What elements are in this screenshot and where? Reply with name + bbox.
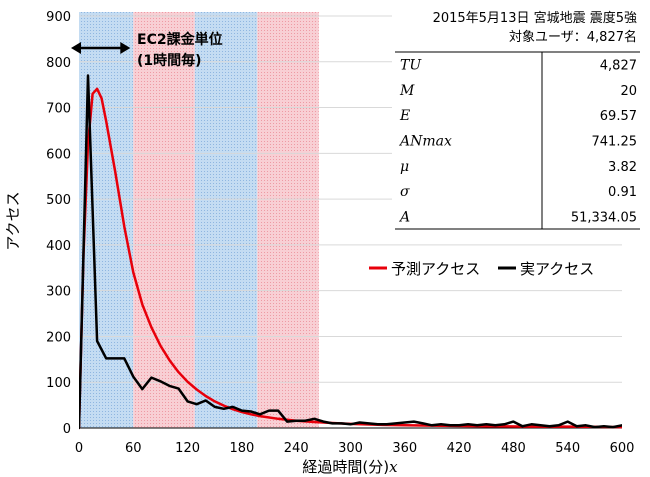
y-tick-200: 200 <box>46 330 71 345</box>
param-value-3: 69.57 <box>600 109 637 124</box>
x-tick-600: 600 <box>610 441 635 456</box>
series-lines <box>79 74 622 430</box>
y-tick-900: 900 <box>46 10 71 25</box>
param-name-3: E <box>399 108 410 124</box>
shaded-band-1-blue <box>79 12 134 428</box>
param-value-4: 741.25 <box>592 135 638 150</box>
ec2-annotation: EC2課金単位 (1時間毎) <box>71 31 223 69</box>
legend-label-actual: 実アクセス <box>520 260 594 278</box>
y-tick-600: 600 <box>46 147 71 162</box>
series-line-actual <box>79 74 622 430</box>
param-name-1: TU <box>400 58 422 74</box>
param-value-5: 3.82 <box>608 160 637 175</box>
shaded-band-2-red <box>133 12 195 428</box>
param-value-7: 51,334.05 <box>571 210 637 225</box>
x-axis-title-text: 経過時間(分) <box>302 458 389 476</box>
legend-label-predicted: 予測アクセス <box>391 260 480 278</box>
param-name-5: μ <box>400 159 409 175</box>
param-name-2: M <box>399 83 415 99</box>
shaded-bands <box>79 12 319 428</box>
ec2-label-line1: EC2課金単位 <box>137 31 223 48</box>
y-tick-labels: 0 100 200 300 400 500 600 700 800 900 <box>46 10 71 437</box>
param-value-6: 0.91 <box>608 185 637 200</box>
x-tick-180: 180 <box>229 441 254 456</box>
y-tick-100: 100 <box>46 376 71 391</box>
x-tick-60: 60 <box>125 441 142 456</box>
x-tick-300: 300 <box>338 441 363 456</box>
x-tick-540: 540 <box>555 441 580 456</box>
x-tick-240: 240 <box>284 441 309 456</box>
info-box: 2015年5月13日 宮城地震 震度5強 対象ユーザ：4,827名 TU 4,82… <box>392 4 642 232</box>
ec2-arrowhead-left <box>71 42 81 54</box>
x-tick-labels: 0 60 120 180 240 300 360 420 480 540 600 <box>75 441 635 456</box>
ec2-label-line2: (1時間毎) <box>137 52 202 69</box>
y-tick-800: 800 <box>46 56 71 71</box>
gridlines <box>79 15 622 383</box>
shaded-band-3-blue <box>194 12 258 428</box>
x-tick-120: 120 <box>175 441 200 456</box>
param-name-6: σ <box>400 184 410 200</box>
param-rows: TU 4,827 M 20 E 69.57 ANmax 741.25 μ 3.82 σ 0.91 A 51… <box>398 58 637 226</box>
legend: 予測アクセス 実アクセス <box>369 260 594 278</box>
y-tick-300: 300 <box>46 285 71 300</box>
ec2-arrowhead-right <box>120 42 131 54</box>
y-tick-700: 700 <box>46 102 71 117</box>
y-tick-500: 500 <box>46 193 71 208</box>
y-tick-0: 0 <box>63 422 71 437</box>
x-tick-480: 480 <box>501 441 526 456</box>
x-tick-0: 0 <box>75 441 83 456</box>
y-axis-title: アクセス <box>4 191 22 250</box>
x-axis-title: 経過時間(分)x <box>302 458 398 476</box>
x-axis-title-var: x <box>389 458 398 476</box>
param-value-2: 20 <box>620 84 637 99</box>
param-value-1: 4,827 <box>600 59 637 74</box>
shaded-band-4-red <box>257 12 319 428</box>
param-name-7: A <box>398 209 410 225</box>
info-title-users: 対象ユーザ：4,827名 <box>509 29 637 45</box>
x-tick-420: 420 <box>447 441 472 456</box>
param-name-4: ANmax <box>398 134 452 150</box>
info-title-event: 2015年5月13日 宮城地震 震度5強 <box>433 10 637 26</box>
y-tick-400: 400 <box>46 239 71 254</box>
x-tick-360: 360 <box>392 441 417 456</box>
